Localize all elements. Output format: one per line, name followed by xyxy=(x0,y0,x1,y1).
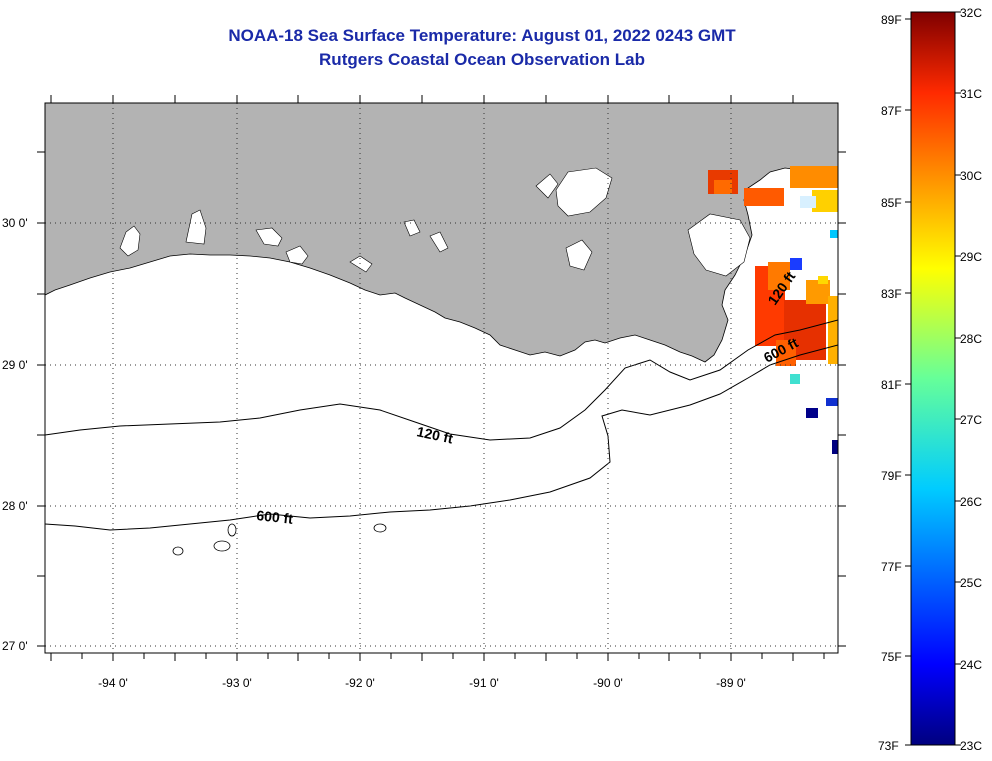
lon-tick-label: -94 0' xyxy=(98,676,128,690)
colorbar-f-label: 83F xyxy=(881,287,902,301)
colorbar-c-label: 25C xyxy=(960,576,982,590)
lat-tick-label: 28 0' xyxy=(2,499,28,513)
colorbar-ticks xyxy=(905,11,961,746)
colorbar xyxy=(910,11,956,746)
colorbar-c-label: 27C xyxy=(960,413,982,427)
inland-water xyxy=(119,167,751,277)
colorbar-c-label: 24C xyxy=(960,658,982,672)
contour-600ft-line xyxy=(45,344,838,531)
colorbar-f-label: 87F xyxy=(881,104,902,118)
lon-tick-label: -91 0' xyxy=(469,676,499,690)
colorbar-f-label: 77F xyxy=(881,560,902,574)
lat-tick-label: 30 0' xyxy=(2,216,28,230)
colorbar-c-label: 29C xyxy=(960,250,982,264)
colorbar-f-label: 73F xyxy=(878,739,899,753)
lat-tick-label: 27 0' xyxy=(2,639,28,653)
contour-120ft-line xyxy=(45,319,838,441)
map-title: NOAA-18 Sea Surface Temperature: August … xyxy=(228,26,736,45)
colorbar-c-label: 23C xyxy=(960,739,982,753)
map-subtitle: Rutgers Coastal Ocean Observation Lab xyxy=(319,50,645,69)
sst-data-swath xyxy=(708,166,838,454)
shoal-contours xyxy=(172,523,387,556)
land-mass xyxy=(45,103,838,363)
colorbar-f-label: 75F xyxy=(881,650,902,664)
lat-lon-grid xyxy=(45,103,838,653)
colorbar-f-label: 89F xyxy=(881,13,902,27)
colorbar-c-label: 31C xyxy=(960,87,982,101)
lon-tick-label: -93 0' xyxy=(222,676,252,690)
colorbar-f-label: 85F xyxy=(881,196,902,210)
contour-label: 120 ft xyxy=(415,423,454,446)
colorbar-c-label: 26C xyxy=(960,495,982,509)
lon-tick-label: -89 0' xyxy=(716,676,746,690)
lon-tick-label: -92 0' xyxy=(345,676,375,690)
colorbar-c-label: 30C xyxy=(960,169,982,183)
lat-tick-label: 29 0' xyxy=(2,358,28,372)
colorbar-c-label: 28C xyxy=(960,332,982,346)
colorbar-f-label: 81F xyxy=(881,378,902,392)
map-frame xyxy=(44,102,839,654)
axis-ticks xyxy=(37,95,846,661)
colorbar-c-label: 32C xyxy=(960,6,982,20)
contour-label: 600 ft xyxy=(256,507,294,527)
colorbar-f-label: 79F xyxy=(881,469,902,483)
lon-tick-label: -90 0' xyxy=(593,676,623,690)
